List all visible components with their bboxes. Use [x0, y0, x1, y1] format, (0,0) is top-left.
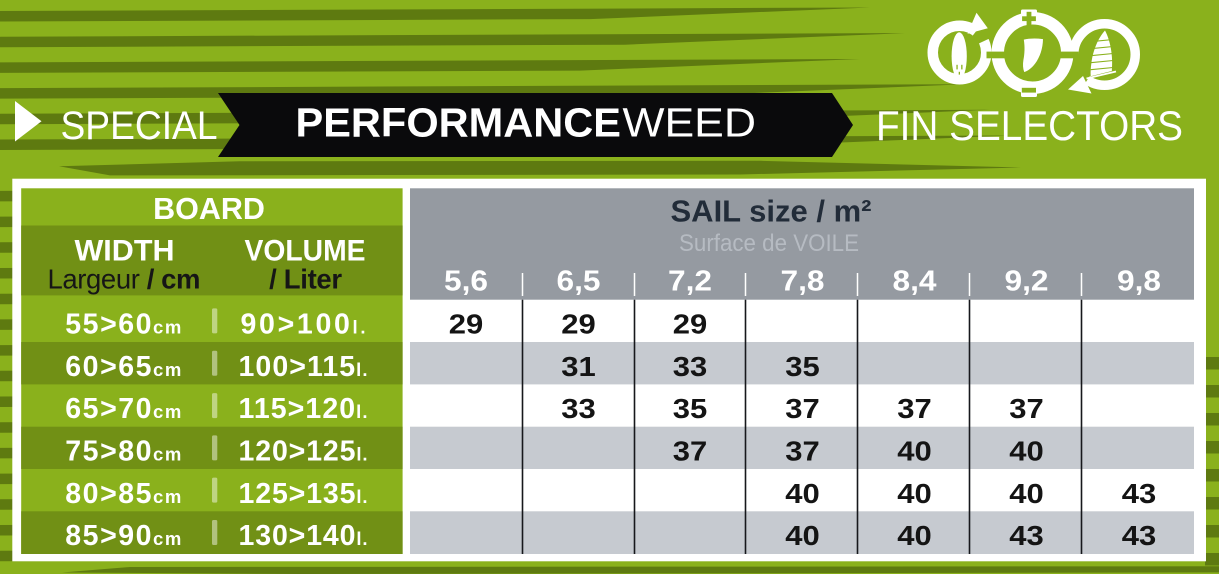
svg-text:120>125l.: 120>125l. [239, 436, 368, 468]
svg-text:VOLUME: VOLUME [245, 235, 366, 268]
svg-text:37: 37 [897, 393, 932, 424]
svg-text:Surface de VOILE: Surface de VOILE [679, 230, 859, 257]
svg-text:40: 40 [897, 478, 932, 509]
svg-text:WEED: WEED [623, 100, 757, 146]
svg-text:40: 40 [785, 478, 820, 509]
svg-text:9,2: 9,2 [1005, 266, 1049, 298]
svg-text:37: 37 [785, 393, 820, 424]
svg-text:43: 43 [1122, 520, 1157, 551]
svg-text:WIDTH: WIDTH [75, 235, 175, 268]
svg-text:/ Liter: / Liter [269, 264, 342, 295]
svg-text:31: 31 [561, 351, 596, 382]
svg-text:5,6: 5,6 [444, 266, 488, 298]
svg-text:43: 43 [1009, 520, 1044, 551]
svg-text:BOARD: BOARD [153, 192, 265, 226]
svg-text:130>140l.: 130>140l. [239, 520, 368, 552]
svg-text:29: 29 [561, 309, 596, 340]
svg-text:37: 37 [1009, 393, 1044, 424]
svg-text:Largeur / cm: Largeur / cm [48, 264, 201, 295]
svg-text:37: 37 [673, 436, 708, 467]
svg-text:6,5: 6,5 [557, 266, 601, 298]
svg-text:8,4: 8,4 [893, 266, 937, 298]
svg-text:33: 33 [673, 351, 708, 382]
svg-text:40: 40 [897, 436, 932, 467]
svg-text:40: 40 [1009, 478, 1044, 509]
svg-text:SAIL size / m²: SAIL size / m² [671, 194, 872, 229]
svg-text:SPECIAL: SPECIAL [61, 104, 218, 148]
svg-text:9,8: 9,8 [1117, 266, 1161, 298]
svg-text:35: 35 [785, 351, 820, 382]
svg-text:37: 37 [785, 436, 820, 467]
svg-text:29: 29 [449, 309, 484, 340]
svg-text:FIN SELECTORS: FIN SELECTORS [876, 102, 1183, 149]
svg-text:40: 40 [1009, 436, 1044, 467]
svg-text:35: 35 [673, 393, 708, 424]
svg-text:29: 29 [673, 309, 708, 340]
svg-text:40: 40 [785, 520, 820, 551]
svg-text:43: 43 [1122, 478, 1157, 509]
svg-text:33: 33 [561, 393, 596, 424]
svg-text:125>135l.: 125>135l. [239, 478, 368, 510]
svg-text:100>115l.: 100>115l. [239, 351, 368, 383]
svg-text:7,8: 7,8 [781, 266, 825, 298]
svg-text:40: 40 [897, 520, 932, 551]
svg-text:PERFORMANCE: PERFORMANCE [296, 100, 622, 146]
svg-text:115>120l.: 115>120l. [239, 393, 368, 425]
svg-text:7,2: 7,2 [668, 266, 712, 298]
